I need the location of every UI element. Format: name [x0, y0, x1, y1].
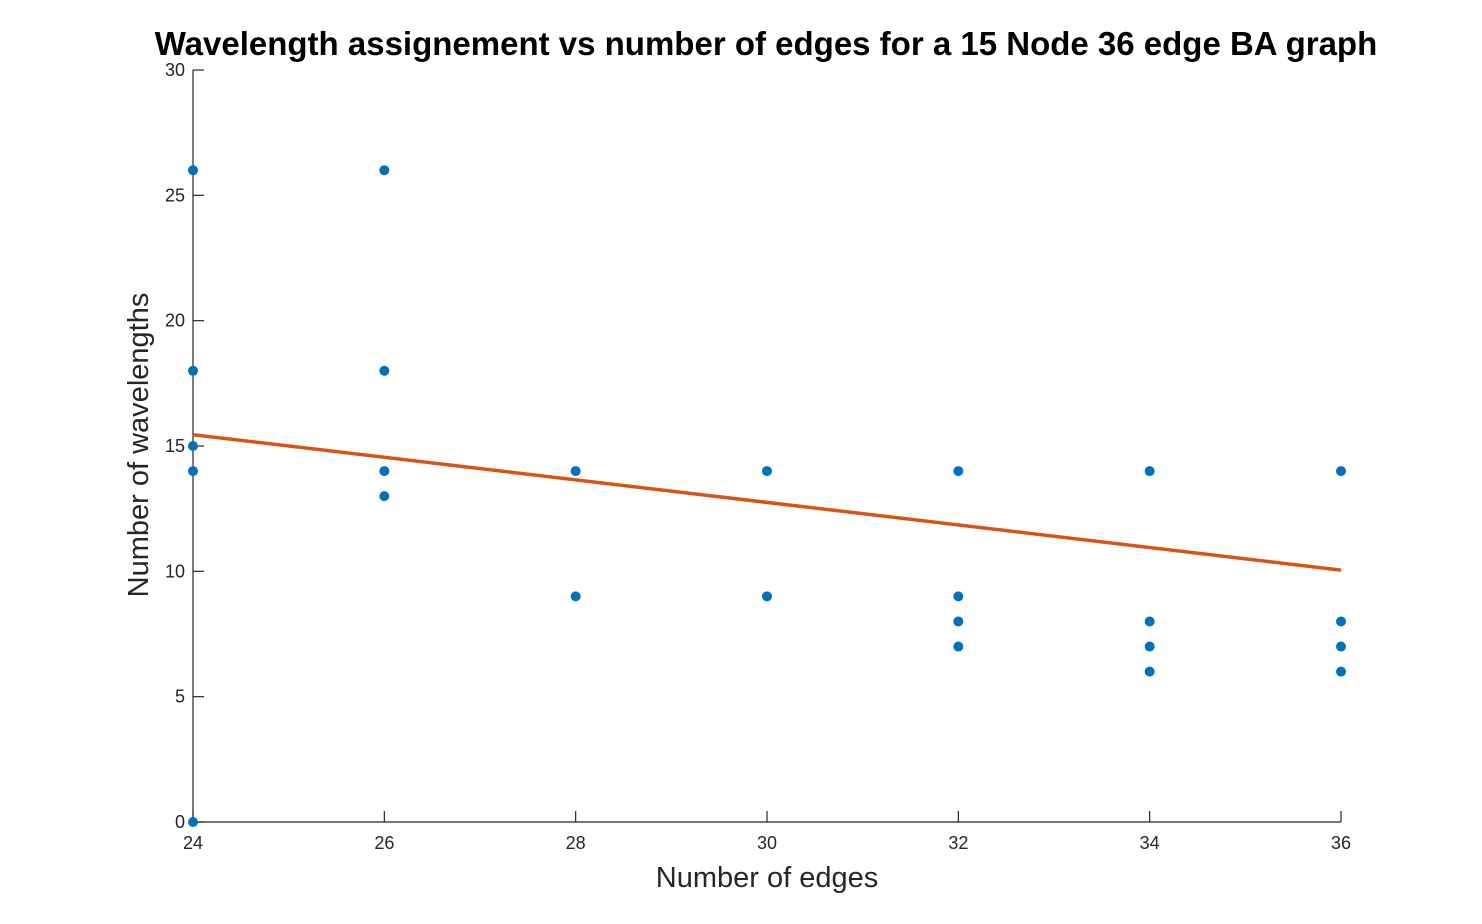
data-point: [953, 616, 964, 627]
data-point: [188, 365, 198, 376]
y-tick-label: 15: [165, 436, 185, 456]
y-tick-label: 30: [165, 60, 185, 80]
chart-title: Wavelength assignement vs number of edge…: [155, 25, 1378, 62]
data-point: [1144, 616, 1155, 627]
data-point: [1336, 666, 1346, 677]
x-tick-label: 28: [566, 833, 586, 853]
data-point: [953, 466, 964, 477]
x-tick-label: 34: [1140, 833, 1160, 853]
y-tick-label: 10: [165, 561, 185, 581]
data-point: [188, 165, 198, 176]
y-axis-label: Number of wavelengths: [123, 293, 155, 598]
y-tick-label: 5: [175, 687, 185, 707]
data-point: [1336, 616, 1346, 627]
data-point: [1144, 666, 1155, 677]
x-tick-label: 26: [374, 833, 394, 853]
data-point: [762, 466, 772, 477]
data-point: [188, 817, 198, 827]
y-tick-label: 0: [175, 812, 185, 832]
data-point: [1336, 641, 1346, 652]
data-point: [570, 591, 581, 602]
y-tick-label: 20: [165, 311, 185, 331]
data-point: [379, 165, 390, 176]
x-axis-label: Number of edges: [656, 862, 878, 894]
data-point: [1336, 466, 1346, 477]
plot-area: 24 26 28 30 32 34 36 0 5 10 15 20 25 30: [165, 60, 1351, 853]
data-point: [379, 466, 390, 477]
data-point: [953, 641, 964, 652]
x-tick-label: 24: [183, 833, 203, 853]
x-tick-label: 30: [757, 833, 777, 853]
x-tick-label: 36: [1331, 833, 1351, 853]
data-point: [762, 591, 772, 602]
y-tick-label: 25: [165, 185, 185, 205]
data-point: [379, 365, 390, 376]
data-point: [379, 491, 390, 502]
data-point: [188, 441, 198, 451]
x-tick-label: 32: [948, 833, 968, 853]
data-point: [953, 591, 964, 602]
data-point: [1144, 466, 1155, 477]
data-point: [1144, 641, 1155, 652]
data-point: [188, 466, 198, 477]
data-point: [570, 466, 581, 477]
trend-line: [192, 432, 1342, 572]
